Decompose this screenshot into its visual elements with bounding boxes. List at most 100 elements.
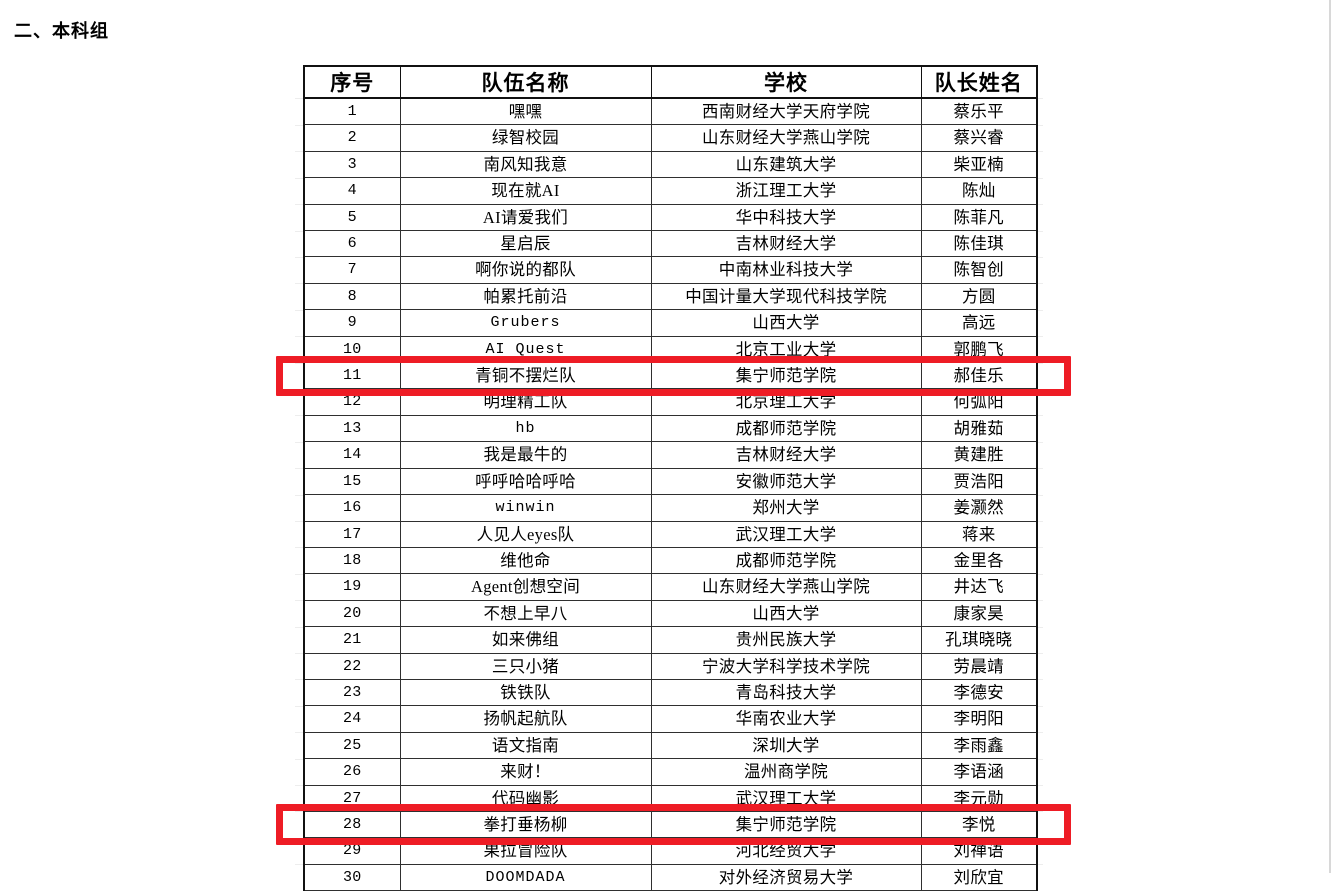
cell-team: DOOMDADA bbox=[399, 863, 652, 891]
cell-team: hb bbox=[399, 414, 652, 443]
cell-team: 人见人eyes队 bbox=[399, 520, 652, 548]
cell-leader: 陈灿 bbox=[920, 177, 1038, 205]
table-row: 2 绿智校园 山东财经大学燕山学院 蔡兴睿 bbox=[303, 124, 1038, 152]
column-header-leader: 队长姓名 bbox=[920, 65, 1038, 99]
cell-team: winwin bbox=[399, 494, 652, 522]
cell-school: 郑州大学 bbox=[650, 494, 922, 522]
roster-table: 序号 队伍名称 学校 队长姓名 1 嘿嘿 西南财经大学天府学院 蔡乐平 2 绿智校园 山东财… bbox=[303, 65, 1038, 891]
cell-leader: 李元勋 bbox=[920, 784, 1038, 812]
table-row: 25 语文指南 深圳大学 李雨鑫 bbox=[303, 731, 1038, 760]
column-header-school: 学校 bbox=[650, 65, 922, 99]
cell-school: 华中科技大学 bbox=[650, 203, 922, 232]
cell-school: 山西大学 bbox=[650, 309, 922, 337]
cell-leader: 康家昊 bbox=[920, 599, 1038, 628]
cell-team: 呼呼哈哈呼哈 bbox=[399, 467, 652, 496]
cell-school: 宁波大学科学技术学院 bbox=[650, 652, 922, 680]
cell-school: 成都师范学院 bbox=[650, 546, 922, 575]
cell-school: 浙江理工大学 bbox=[650, 177, 922, 205]
table-row: 30 DOOMDADA 对外经济贸易大学 刘欣宜 bbox=[303, 863, 1038, 891]
table-row: 13 hb 成都师范学院 胡雅茹 bbox=[303, 414, 1038, 443]
cell-school: 安徽师范大学 bbox=[650, 467, 922, 496]
cell-team: 啊你说的都队 bbox=[399, 256, 652, 284]
cell-school: 吉林财经大学 bbox=[650, 441, 922, 469]
table-body: 1 嘿嘿 西南财经大学天府学院 蔡乐平 2 绿智校园 山东财经大学燕山学院 蔡兴睿 3 南风知我意… bbox=[303, 97, 1038, 891]
cell-index: 22 bbox=[303, 652, 401, 680]
cell-team: 南风知我意 bbox=[399, 150, 652, 179]
table-row: 3 南风知我意 山东建筑大学 柴亚楠 bbox=[303, 150, 1038, 179]
cell-team: 铁铁队 bbox=[399, 678, 652, 707]
cell-school: 温州商学院 bbox=[650, 758, 922, 786]
table-row: 18 维他命 成都师范学院 金里各 bbox=[303, 546, 1038, 575]
cell-leader: 胡雅茹 bbox=[920, 414, 1038, 443]
cell-index: 19 bbox=[303, 573, 401, 601]
table-row: 8 帕累托前沿 中国计量大学现代科技学院 方圆 bbox=[303, 282, 1038, 311]
cell-team: 明理精工队 bbox=[399, 388, 652, 416]
cell-team: 代码幽影 bbox=[399, 784, 652, 812]
table-row: 19 Agent创想空间 山东财经大学燕山学院 井达飞 bbox=[303, 573, 1038, 601]
table-row: 9 Grubers 山西大学 高远 bbox=[303, 309, 1038, 337]
cell-index: 1 bbox=[303, 97, 401, 126]
cell-school: 山西大学 bbox=[650, 599, 922, 628]
cell-leader: 李悦 bbox=[920, 810, 1038, 839]
cell-leader: 陈菲凡 bbox=[920, 203, 1038, 232]
cell-school: 中南林业科技大学 bbox=[650, 256, 922, 284]
cell-team: 青铜不摆烂队 bbox=[399, 362, 652, 390]
cell-leader: 蒋来 bbox=[920, 520, 1038, 548]
table-row: 14 我是最牛的 吉林财经大学 黄建胜 bbox=[303, 441, 1038, 469]
table-row: 1 嘿嘿 西南财经大学天府学院 蔡乐平 bbox=[303, 97, 1038, 126]
cell-index: 16 bbox=[303, 494, 401, 522]
cell-team: 星启辰 bbox=[399, 230, 652, 258]
cell-leader: 高远 bbox=[920, 309, 1038, 337]
cell-school: 贵州民族大学 bbox=[650, 626, 922, 654]
cell-school: 深圳大学 bbox=[650, 731, 922, 760]
cell-school: 成都师范学院 bbox=[650, 414, 922, 443]
table-row: 29 果拉冒险队 河北经贸大学 刘禅语 bbox=[303, 837, 1038, 865]
cell-team: Grubers bbox=[399, 309, 652, 337]
table-row: 28 拳打垂杨柳 集宁师范学院 李悦 bbox=[303, 810, 1038, 839]
cell-index: 10 bbox=[303, 335, 401, 364]
document-page: 二、本科组 序号 队伍名称 学校 队长姓名 1 嘿嘿 西南财经大学天府学院 蔡乐平 2 绿… bbox=[14, 0, 1331, 891]
cell-team: 不想上早八 bbox=[399, 599, 652, 628]
cell-school: 北京理工大学 bbox=[650, 388, 922, 416]
cell-team: 扬帆起航队 bbox=[399, 705, 652, 733]
cell-index: 15 bbox=[303, 467, 401, 496]
cell-team: 如来佛组 bbox=[399, 626, 652, 654]
cell-index: 14 bbox=[303, 441, 401, 469]
cell-index: 2 bbox=[303, 124, 401, 152]
cell-index: 3 bbox=[303, 150, 401, 179]
cell-index: 9 bbox=[303, 309, 401, 337]
cell-index: 26 bbox=[303, 758, 401, 786]
cell-team: 绿智校园 bbox=[399, 124, 652, 152]
cell-leader: 黄建胜 bbox=[920, 441, 1038, 469]
cell-team: 嘿嘿 bbox=[399, 97, 652, 126]
table-row: 16 winwin 郑州大学 姜灏然 bbox=[303, 494, 1038, 522]
cell-team: AI请爱我们 bbox=[399, 203, 652, 232]
cell-team: 维他命 bbox=[399, 546, 652, 575]
cell-index: 25 bbox=[303, 731, 401, 760]
cell-index: 30 bbox=[303, 863, 401, 891]
table-row: 26 来财！ 温州商学院 李语涵 bbox=[303, 758, 1038, 786]
cell-leader: 李雨鑫 bbox=[920, 731, 1038, 760]
cell-team: 帕累托前沿 bbox=[399, 282, 652, 311]
cell-index: 24 bbox=[303, 705, 401, 733]
table-row: 20 不想上早八 山西大学 康家昊 bbox=[303, 599, 1038, 628]
cell-school: 中国计量大学现代科技学院 bbox=[650, 282, 922, 311]
table-row: 27 代码幽影 武汉理工大学 李元勋 bbox=[303, 784, 1038, 812]
cell-team: 我是最牛的 bbox=[399, 441, 652, 469]
cell-index: 21 bbox=[303, 626, 401, 654]
cell-school: 武汉理工大学 bbox=[650, 520, 922, 548]
cell-leader: 蔡乐平 bbox=[920, 97, 1038, 126]
page-title: 二、本科组 bbox=[14, 21, 109, 41]
cell-index: 20 bbox=[303, 599, 401, 628]
cell-leader: 蔡兴睿 bbox=[920, 124, 1038, 152]
cell-team: 现在就AI bbox=[399, 177, 652, 205]
cell-leader: 贾浩阳 bbox=[920, 467, 1038, 496]
cell-leader: 陈佳琪 bbox=[920, 230, 1038, 258]
cell-team: Agent创想空间 bbox=[399, 573, 652, 601]
table-row: 6 星启辰 吉林财经大学 陈佳琪 bbox=[303, 230, 1038, 258]
cell-index: 13 bbox=[303, 414, 401, 443]
table-row: 23 铁铁队 青岛科技大学 李德安 bbox=[303, 678, 1038, 707]
cell-school: 集宁师范学院 bbox=[650, 810, 922, 839]
column-header-team: 队伍名称 bbox=[399, 65, 652, 99]
table-row: 10 AI Quest 北京工业大学 郭鹏飞 bbox=[303, 335, 1038, 364]
